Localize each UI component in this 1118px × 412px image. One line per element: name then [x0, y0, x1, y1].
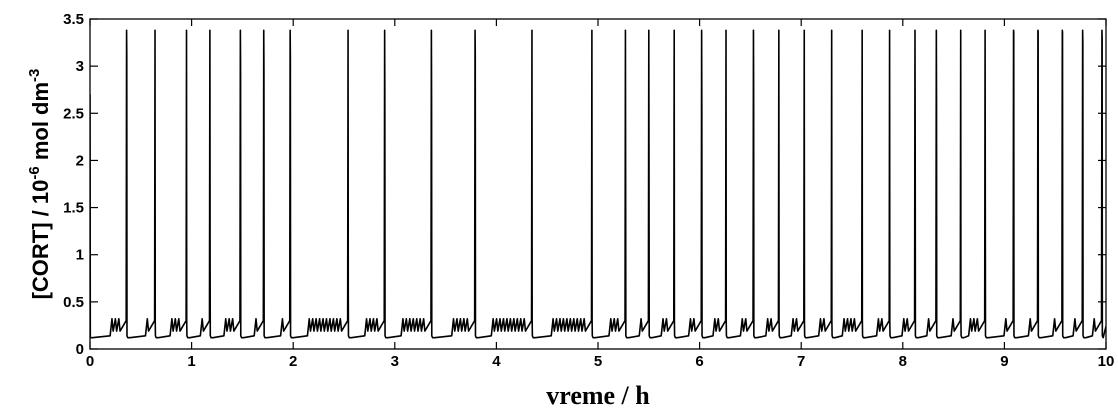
y-axis-label: [CORT] / 10-6 mol dm-3 — [26, 69, 53, 300]
x-tick-label: 10 — [1098, 353, 1115, 370]
y-axis-label-base: [CORT] / 10 — [28, 180, 53, 300]
y-tick-label: 3.5 — [63, 11, 84, 28]
y-axis-label-unit: mol dm — [28, 82, 53, 166]
x-tick-label: 2 — [289, 353, 297, 370]
y-tick-label: 3 — [76, 58, 84, 75]
x-tick-label: 9 — [1000, 353, 1008, 370]
x-axis-label: vreme / h — [546, 381, 650, 410]
axis-ticks — [89, 18, 1107, 350]
y-tick-label: 0 — [76, 341, 84, 358]
y-axis-label-unit-exponent: -3 — [26, 69, 43, 82]
axes-frame — [89, 18, 1107, 350]
x-tick-label: 8 — [899, 353, 907, 370]
axis-tick-labels: 0 1 2 3 4 5 6 7 8 9 10 0 0.5 1 1.5 2 2.5 3 3.5 — [63, 11, 1114, 370]
x-tick-label: 4 — [492, 353, 501, 370]
y-tick-label: 2 — [76, 152, 84, 169]
y-tick-label: 1 — [76, 247, 84, 264]
y-axis-label-exponent: -6 — [26, 166, 43, 179]
y-tick-label: 1.5 — [63, 200, 84, 217]
y-tick-label: 0.5 — [63, 294, 84, 311]
x-tick-label: 6 — [695, 353, 703, 370]
x-tick-label: 5 — [594, 353, 602, 370]
x-tick-label: 1 — [187, 353, 195, 370]
x-tick-label: 7 — [797, 353, 805, 370]
x-tick-label: 3 — [391, 353, 399, 370]
y-tick-label: 2.5 — [63, 105, 84, 122]
cort-series-line — [90, 29, 1106, 339]
x-tick-label: 0 — [86, 353, 94, 370]
